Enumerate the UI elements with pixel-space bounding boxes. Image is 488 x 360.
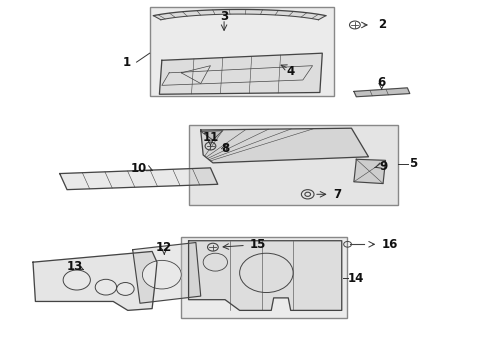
Circle shape xyxy=(95,279,116,295)
Text: 7: 7 xyxy=(333,188,341,201)
Polygon shape xyxy=(188,241,341,310)
Circle shape xyxy=(116,283,134,296)
Text: 3: 3 xyxy=(220,10,228,23)
Bar xyxy=(149,7,334,96)
Text: 5: 5 xyxy=(408,157,416,170)
Polygon shape xyxy=(353,159,385,184)
Text: 11: 11 xyxy=(202,131,218,144)
Polygon shape xyxy=(132,243,201,303)
Polygon shape xyxy=(60,168,217,190)
Text: 15: 15 xyxy=(249,238,265,251)
Bar xyxy=(188,125,397,205)
Text: 6: 6 xyxy=(377,76,385,89)
Polygon shape xyxy=(33,251,157,310)
Polygon shape xyxy=(159,53,322,94)
Polygon shape xyxy=(153,9,325,20)
Circle shape xyxy=(63,270,90,290)
Text: 4: 4 xyxy=(286,64,294,77)
Text: 8: 8 xyxy=(221,143,229,156)
Text: 13: 13 xyxy=(66,260,82,273)
Text: 16: 16 xyxy=(381,238,397,251)
Bar xyxy=(181,237,346,318)
Text: 12: 12 xyxy=(156,241,172,255)
Polygon shape xyxy=(201,131,222,140)
Text: 10: 10 xyxy=(131,162,147,175)
Text: 14: 14 xyxy=(347,272,363,285)
Text: 9: 9 xyxy=(379,160,387,173)
Polygon shape xyxy=(201,128,368,163)
Circle shape xyxy=(142,260,181,289)
Text: 1: 1 xyxy=(122,55,131,69)
Text: 2: 2 xyxy=(377,18,386,31)
Polygon shape xyxy=(353,88,409,97)
